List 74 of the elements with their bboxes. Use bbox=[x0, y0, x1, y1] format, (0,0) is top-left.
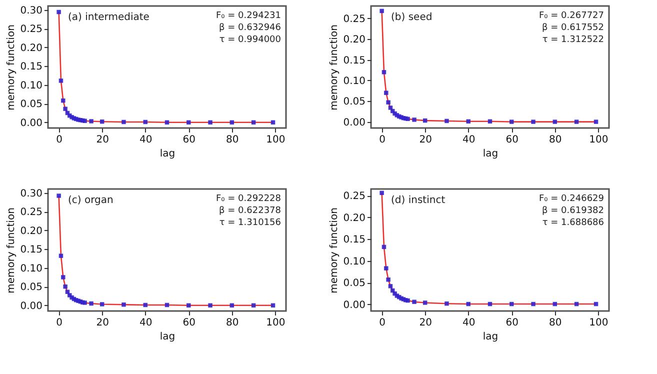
y-tick-label: 0.15 bbox=[343, 55, 366, 66]
x-tick-label: 40 bbox=[139, 318, 152, 328]
annotation: F₀ = 0.292228 bbox=[216, 194, 282, 204]
y-tick-label: 0.25 bbox=[343, 14, 366, 25]
y-tick-label: 0.20 bbox=[343, 34, 366, 46]
y-tick-label: 0.30 bbox=[20, 5, 42, 16]
y-tick-label: 0.10 bbox=[20, 80, 42, 92]
x-tick-label: 40 bbox=[462, 134, 476, 146]
y-axis-title: memory function bbox=[329, 208, 340, 294]
y-tick-label: 0.00 bbox=[343, 300, 366, 311]
x-tick-label: 80 bbox=[549, 134, 562, 146]
x-tick-label: 20 bbox=[419, 318, 432, 328]
x-tick-label: 60 bbox=[506, 318, 519, 328]
x-tick-label: 80 bbox=[226, 134, 239, 146]
annotation: τ = 0.994000 bbox=[219, 35, 282, 45]
x-tick-label: 40 bbox=[462, 318, 476, 328]
x-tick-label: 100 bbox=[266, 318, 286, 328]
y-tick-label: 0.25 bbox=[20, 24, 42, 36]
y-tick-label: 0.20 bbox=[20, 42, 42, 54]
x-tick-label: 100 bbox=[589, 134, 608, 146]
y-tick-label: 0.15 bbox=[20, 62, 42, 73]
x-axis-title: lag bbox=[160, 332, 176, 342]
x-axis-title: lag bbox=[482, 332, 498, 342]
y-tick-label: 0.05 bbox=[343, 278, 366, 290]
y-tick-label: 0.30 bbox=[20, 188, 42, 200]
annotation: F₀ = 0.294231 bbox=[216, 11, 281, 21]
annotation: β = 0.632946 bbox=[219, 23, 282, 33]
y-tick-label: 0.00 bbox=[20, 118, 42, 129]
annotation: (b) seed bbox=[391, 12, 432, 23]
y-tick-label: 0.25 bbox=[20, 207, 42, 218]
annotation: β = 0.622378 bbox=[219, 206, 282, 216]
y-tick-label: 0.25 bbox=[343, 191, 366, 202]
annotation: β = 0.619382 bbox=[542, 206, 604, 216]
annotation: (c) organ bbox=[68, 195, 114, 206]
x-tick-label: 0 bbox=[56, 134, 63, 146]
x-tick-label: 20 bbox=[419, 134, 432, 146]
x-axis-title: lag bbox=[482, 148, 498, 160]
y-axis-title: memory function bbox=[6, 24, 18, 110]
annotation: β = 0.617552 bbox=[542, 23, 604, 33]
annotation: F₀ = 0.246629 bbox=[539, 194, 604, 204]
y-tick-label: 0.05 bbox=[20, 282, 42, 294]
y-tick-label: 0.15 bbox=[20, 244, 42, 256]
y-tick-label: 0.05 bbox=[20, 99, 42, 110]
x-tick-label: 100 bbox=[589, 318, 608, 328]
x-tick-label: 60 bbox=[182, 318, 196, 328]
y-tick-label: 0.10 bbox=[343, 256, 366, 268]
annotation: τ = 1.688686 bbox=[542, 218, 604, 228]
x-tick-label: 0 bbox=[379, 134, 386, 146]
y-tick-label: 0.20 bbox=[20, 226, 42, 237]
x-tick-label: 20 bbox=[96, 134, 109, 146]
y-tick-label: 0.00 bbox=[343, 117, 366, 128]
x-tick-label: 0 bbox=[379, 318, 386, 328]
y-axis-title: memory function bbox=[329, 24, 340, 110]
annotation: τ = 1.312522 bbox=[542, 35, 604, 45]
x-tick-label: 60 bbox=[506, 134, 519, 146]
y-tick-label: 0.00 bbox=[20, 300, 42, 312]
x-tick-label: 60 bbox=[182, 134, 196, 146]
y-tick-label: 0.10 bbox=[20, 263, 42, 274]
x-tick-label: 80 bbox=[549, 318, 562, 328]
annotation: (a) intermediate bbox=[68, 12, 150, 23]
x-tick-label: 80 bbox=[226, 318, 239, 328]
y-tick-label: 0.05 bbox=[343, 96, 366, 108]
x-tick-label: 0 bbox=[56, 318, 63, 328]
annotation: F₀ = 0.267727 bbox=[539, 11, 604, 21]
y-tick-label: 0.10 bbox=[343, 76, 366, 87]
x-axis-title: lag bbox=[160, 148, 176, 160]
x-tick-label: 40 bbox=[139, 134, 152, 146]
annotation: τ = 1.310156 bbox=[219, 218, 282, 228]
x-tick-label: 20 bbox=[96, 318, 109, 328]
y-tick-label: 0.15 bbox=[343, 234, 366, 246]
y-axis-title: memory function bbox=[6, 208, 18, 294]
y-tick-label: 0.20 bbox=[343, 212, 366, 224]
annotation: (d) instinct bbox=[391, 195, 446, 206]
x-tick-label: 100 bbox=[266, 134, 286, 146]
